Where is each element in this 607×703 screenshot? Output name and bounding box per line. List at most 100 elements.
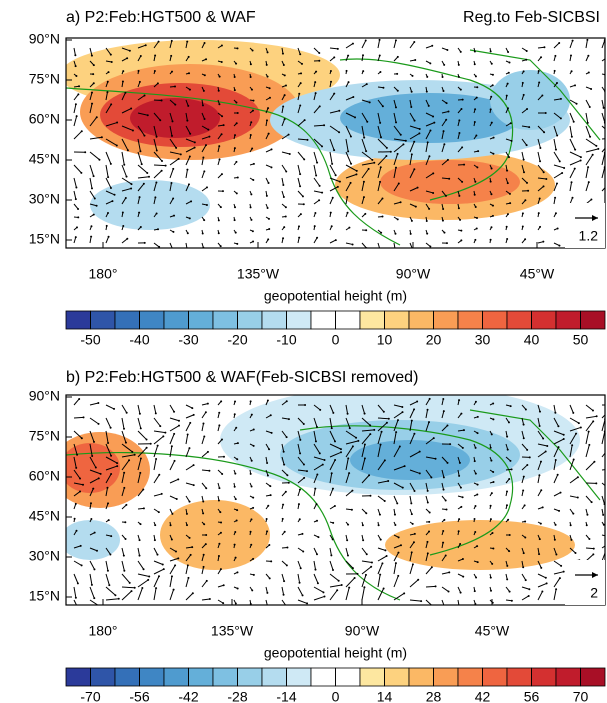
flux-arrow — [585, 495, 592, 503]
height-anomaly — [385, 520, 575, 570]
flux-arrow-head — [592, 553, 595, 556]
flux-arrow-head — [138, 554, 141, 557]
flux-arrow — [73, 190, 77, 200]
flux-arrow-head — [562, 433, 565, 436]
flux-arrow-head — [338, 109, 341, 112]
flux-arrow-head — [572, 512, 575, 515]
flux-arrow-head — [203, 435, 206, 438]
flux-arrow — [345, 577, 355, 588]
flux-arrow-head — [122, 225, 125, 228]
flux-arrow — [601, 482, 605, 487]
flux-arrow-head — [208, 135, 211, 138]
flux-arrow — [73, 164, 82, 174]
flux-arrow-head — [236, 571, 239, 574]
flux-arrow — [409, 203, 417, 208]
flux-arrow — [329, 417, 333, 429]
flux-arrow — [537, 185, 544, 192]
flux-arrow — [169, 151, 181, 155]
flux-arrow-head — [315, 425, 318, 428]
flux-arrow-head — [395, 121, 398, 124]
flux-arrow — [153, 417, 161, 427]
flux-arrow — [393, 138, 406, 142]
flux-arrow-head — [538, 425, 541, 428]
flux-arrow-head — [365, 512, 368, 515]
flux-arrow-head — [460, 229, 463, 232]
flux-arrow-head — [74, 54, 77, 57]
flux-arrow-head — [107, 176, 110, 179]
flux-arrow-head — [266, 461, 269, 464]
lon-label: 90°W — [396, 266, 431, 282]
flux-arrow-head — [282, 195, 285, 198]
flux-arrow-head — [218, 158, 221, 161]
flux-arrow-head — [250, 518, 253, 521]
flux-arrow-head — [305, 470, 308, 473]
flux-arrow — [585, 138, 597, 147]
flux-arrow — [553, 492, 561, 497]
flux-arrow-head — [106, 569, 109, 572]
flux-arrow-head — [559, 491, 562, 494]
flux-arrow — [73, 586, 77, 598]
flux-arrow-head — [409, 232, 412, 235]
flux-arrow — [377, 460, 386, 471]
flux-arrow-head — [356, 572, 359, 575]
flux-arrow-head — [508, 550, 511, 553]
flux-arrow-head — [363, 457, 366, 460]
flux-arrow — [201, 566, 205, 575]
flux-arrow-head — [394, 562, 397, 565]
lat-label: 90°N — [29, 31, 60, 47]
flux-arrow-head — [154, 54, 157, 57]
flux-arrow-head — [148, 175, 151, 178]
flux-arrow — [377, 167, 382, 179]
flux-arrow-head — [457, 207, 460, 210]
flux-arrow-head — [217, 219, 220, 222]
flux-arrow-head — [587, 71, 590, 74]
flux-arrow-head — [116, 465, 119, 468]
flux-arrow-head — [268, 228, 271, 231]
flux-arrow — [185, 464, 194, 471]
flux-arrow-head — [506, 238, 509, 241]
flux-arrow-head — [73, 517, 76, 520]
flux-arrow-head — [80, 437, 83, 440]
colorbar-tick-label: -14 — [276, 689, 296, 703]
flux-arrow-head — [522, 93, 525, 96]
flux-arrow — [457, 147, 463, 153]
flux-arrow — [105, 417, 112, 429]
flux-arrow-head — [555, 81, 558, 84]
flux-arrow — [329, 197, 334, 205]
flux-arrow-head — [106, 91, 109, 94]
flux-arrow-head — [355, 169, 358, 172]
flux-arrow-head — [544, 450, 547, 453]
flux-arrow — [377, 125, 382, 138]
flux-arrow — [393, 482, 403, 489]
flux-arrow-head — [340, 451, 343, 454]
flux-arrow-head — [444, 607, 446, 609]
flux-arrow — [329, 47, 338, 50]
flux-arrow — [409, 41, 415, 49]
flux-arrow — [121, 560, 125, 571]
flux-arrow-head — [473, 121, 476, 124]
flux-arrow — [153, 112, 161, 121]
flux-arrow-head — [506, 578, 509, 581]
flux-arrow-head — [139, 427, 142, 430]
flux-arrow-head — [394, 248, 396, 250]
flux-arrow-head — [161, 563, 164, 566]
flux-arrow — [585, 444, 590, 458]
flux-arrow — [105, 164, 109, 178]
flux-arrow — [393, 592, 405, 601]
flux-arrow — [169, 565, 176, 575]
flux-arrow-head — [506, 448, 509, 451]
flux-arrow — [393, 495, 398, 504]
flux-arrow — [553, 242, 560, 247]
flux-arrow-head — [222, 602, 225, 605]
flux-arrow — [73, 47, 76, 56]
flux-arrow-head — [282, 450, 285, 453]
map-frame — [65, 394, 606, 606]
flux-arrow-head — [173, 459, 176, 462]
flux-arrow-head — [363, 412, 366, 415]
flux-arrow — [409, 154, 413, 166]
flux-arrow — [169, 404, 175, 413]
flux-arrow — [329, 239, 337, 244]
flux-arrow-head — [234, 498, 237, 501]
flux-arrow-head — [186, 232, 189, 235]
flux-arrow-head — [428, 511, 431, 514]
